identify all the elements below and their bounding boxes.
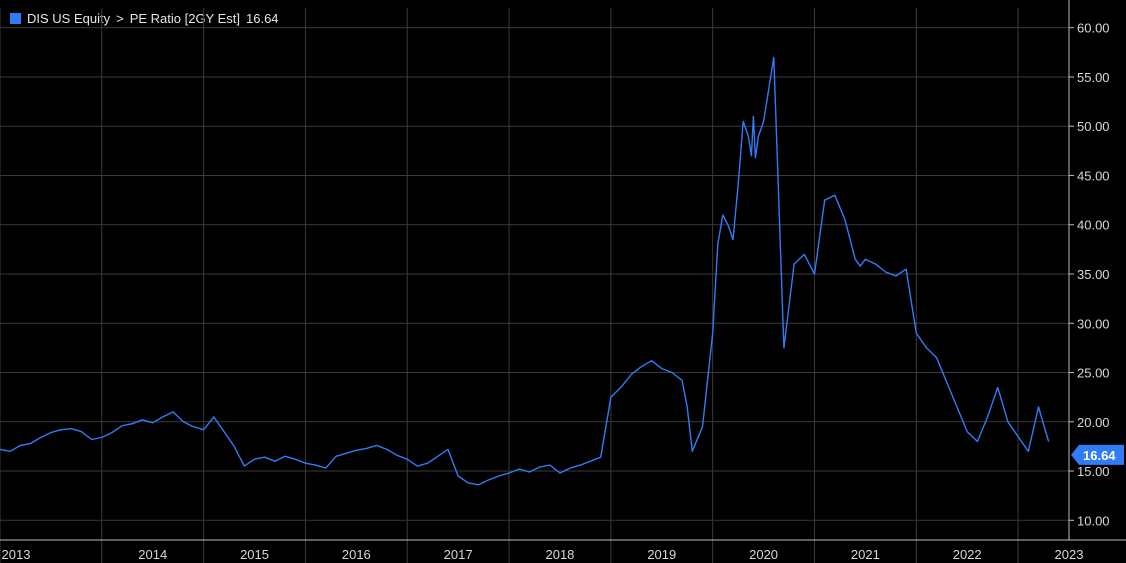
y-tick-label: 25.00 [1077, 366, 1110, 381]
last-value-tag [1071, 444, 1124, 465]
x-tick-label: 2014 [138, 547, 167, 562]
y-tick-label: 40.00 [1077, 218, 1110, 233]
y-tick-label: 35.00 [1077, 267, 1110, 282]
y-tick-label: 45.00 [1077, 168, 1110, 183]
legend-separator: > [116, 11, 124, 26]
legend-field: PE Ratio [2GY Est] [129, 11, 240, 26]
x-tick-label: 2015 [240, 547, 269, 562]
chart-series [0, 56, 1050, 486]
chart-grid [0, 8, 1069, 563]
x-tick-label: 2017 [444, 547, 473, 562]
x-tick-label: 2022 [953, 547, 982, 562]
series-line [0, 56, 1050, 486]
legend-ticker: DIS US Equity [27, 11, 111, 26]
x-tick-label: 2023 [1055, 547, 1084, 562]
y-tick-label: 30.00 [1077, 316, 1110, 331]
y-tick-label: 55.00 [1077, 70, 1110, 85]
y-tick-label: 10.00 [1077, 513, 1110, 528]
legend-last-value: 16.64 [246, 11, 279, 26]
x-tick-label: 2019 [647, 547, 676, 562]
x-tick-label: 2018 [545, 547, 574, 562]
y-tick-label: 20.00 [1077, 415, 1110, 430]
x-tick-label: 2020 [749, 547, 778, 562]
x-tick-label: 2021 [851, 547, 880, 562]
y-tick-label: 60.00 [1077, 21, 1110, 36]
x-tick-label: 2013 [2, 547, 31, 562]
last-value-marker: 16.64 [1071, 444, 1124, 465]
chart-legend: DIS US Equity > PE Ratio [2GY Est] 16.64 [10, 11, 279, 26]
legend-swatch [10, 13, 21, 24]
x-tick-label: 2016 [342, 547, 371, 562]
last-value-label: 16.64 [1083, 448, 1116, 463]
y-tick-label: 15.00 [1077, 464, 1110, 479]
y-tick-label: 50.00 [1077, 119, 1110, 134]
